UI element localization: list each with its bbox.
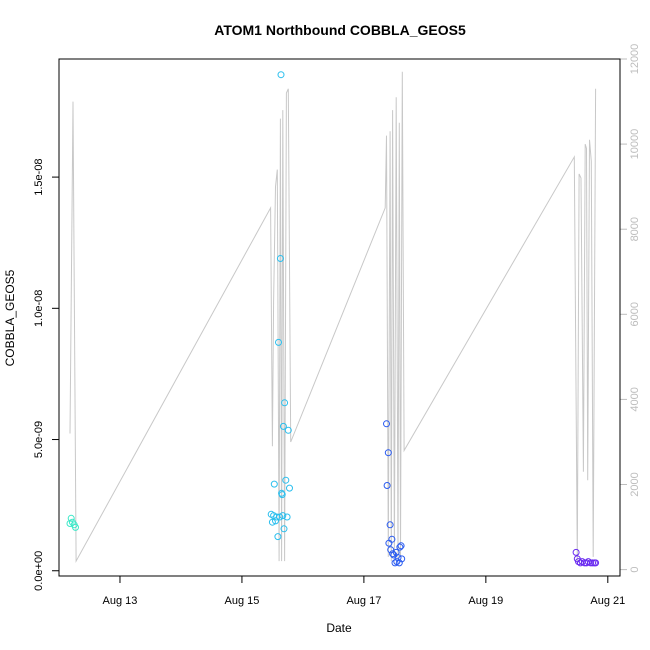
y-right-tick-label: 2000	[629, 472, 641, 496]
data-point	[279, 512, 287, 520]
y-right-tick-label: 12000	[629, 44, 641, 75]
data-point	[278, 491, 286, 499]
data-point	[384, 449, 392, 457]
data-point	[391, 559, 399, 567]
plot-frame	[58, 58, 621, 577]
data-point	[286, 484, 293, 492]
data-point	[67, 514, 75, 522]
data-point	[72, 523, 79, 531]
data-point	[397, 542, 405, 550]
x-tick-label: Aug 21	[590, 595, 625, 607]
x-tick-label: Aug 19	[468, 595, 503, 607]
y-axis-label: COBBLA_GEOS5	[3, 269, 17, 366]
y-right-tick-label: 4000	[629, 387, 641, 411]
data-point	[277, 71, 285, 79]
data-point	[398, 555, 406, 563]
data-point	[282, 476, 290, 484]
data-point	[270, 480, 278, 488]
data-point	[389, 550, 397, 558]
data-point	[387, 546, 395, 554]
data-point	[383, 420, 390, 428]
series-line	[69, 71, 597, 564]
data-point	[274, 533, 282, 541]
data-point	[388, 535, 396, 543]
y-tick-label: 5.0e-09	[33, 421, 45, 458]
data-point	[283, 513, 291, 521]
chart-title: ATOM1 Northbound COBBLA_GEOS5	[214, 22, 466, 38]
data-point	[272, 517, 279, 525]
x-axis-label: Date	[326, 621, 352, 635]
data-point	[275, 338, 282, 346]
data-point	[383, 482, 391, 489]
data-point	[281, 399, 289, 407]
data-point	[587, 559, 595, 567]
line-layer	[69, 71, 597, 564]
data-point	[280, 525, 288, 533]
axes-layer: Aug 13 Aug 15 Aug 17 Aug 19 Aug 21 0.0e+00 5.0…	[33, 44, 641, 607]
data-point	[396, 543, 404, 551]
data-point	[386, 521, 394, 529]
y-right-tick-label: 8000	[629, 217, 641, 241]
y-right-tick-label: 6000	[629, 302, 641, 326]
x-tick-label: Aug 13	[103, 595, 138, 607]
data-point	[279, 422, 287, 430]
data-point	[572, 548, 580, 556]
x-tick-label: Aug 17	[346, 595, 381, 607]
data-point	[276, 255, 284, 262]
data-point	[284, 426, 292, 434]
x-tick-label: Aug 15	[224, 595, 259, 607]
y-right-tick-label: 0	[629, 567, 641, 573]
y-tick-label: 1.5e-08	[33, 158, 45, 195]
y-right-tick-label: 10000	[629, 129, 641, 160]
data-point	[592, 559, 600, 567]
points-layer	[66, 71, 600, 567]
y-tick-label: 0.0e+00	[33, 551, 45, 591]
data-point	[268, 518, 276, 526]
y-tick-label: 1.0e-08	[33, 290, 45, 327]
